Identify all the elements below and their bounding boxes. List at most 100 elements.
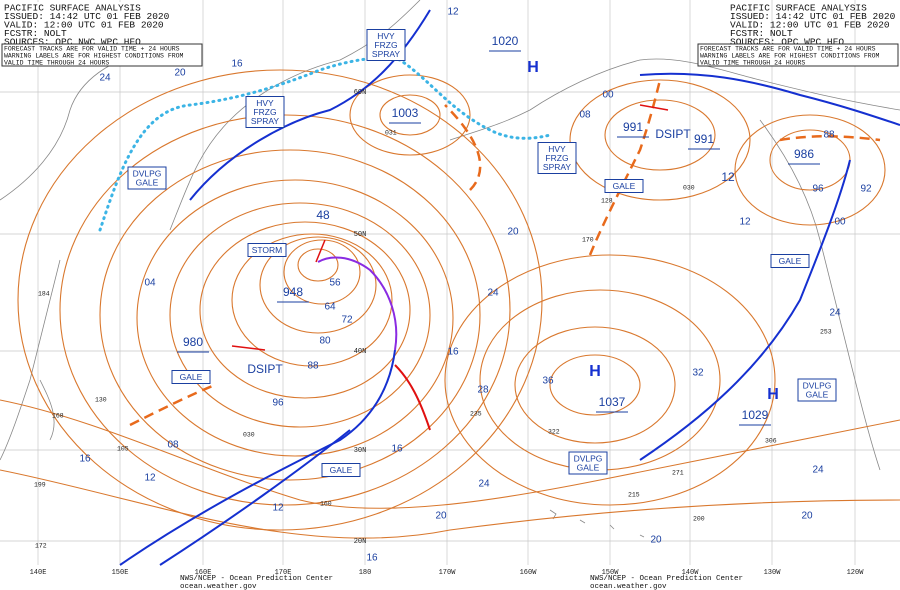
- longitude-box: [760, 566, 784, 576]
- station-value: 215: [628, 492, 640, 499]
- isobar-label: 24: [478, 479, 490, 490]
- warning-label: DVLPG: [133, 168, 162, 178]
- isobar-label: 36: [542, 376, 554, 387]
- warning-label: STORM: [252, 245, 283, 255]
- station-value: 306: [765, 438, 777, 445]
- isobar-label: 12: [739, 217, 751, 228]
- header-line: PACIFIC SURFACE ANALYSIS: [730, 3, 867, 14]
- station-value: 322: [548, 429, 560, 436]
- footer-line: ocean.weather.gov: [590, 583, 667, 590]
- warning-box: [366, 29, 406, 61]
- station-value: 235: [470, 411, 482, 418]
- sea-ice-edge: [98, 56, 552, 232]
- header-line: SOURCES: OPC WPC HFO: [730, 37, 844, 48]
- header-box: [2, 2, 167, 44]
- station-value: 030: [243, 432, 255, 439]
- warning-box: [537, 142, 577, 174]
- footer-line: NWS/NCEP - Ocean Prediction Center: [590, 575, 743, 583]
- isobar-label: 08: [167, 440, 179, 451]
- isobar-label: 64: [324, 302, 336, 313]
- station-value: 172: [35, 543, 47, 550]
- isobar-label: 24: [487, 288, 499, 299]
- station-value: 271: [672, 470, 684, 477]
- longitude-box: [26, 566, 50, 576]
- header-line: PACIFIC SURFACE ANALYSIS: [4, 3, 141, 14]
- isobar-label: 08: [579, 110, 591, 121]
- longitude-label: 150W: [602, 569, 620, 577]
- longitude-label: 120W: [847, 569, 865, 577]
- isobar-label: 00: [834, 217, 846, 228]
- pressure-center: 1003: [392, 106, 419, 120]
- pressure-center: 1037: [599, 395, 626, 409]
- warning-label: HVY: [377, 31, 395, 41]
- footer-line: NWS/NCEP - Ocean Prediction Center: [180, 575, 333, 583]
- isobar-label: 12: [272, 503, 284, 514]
- pressure-center: 1020: [492, 34, 519, 48]
- isobar-label: 88: [823, 130, 835, 141]
- warning-label: SPRAY: [543, 162, 572, 172]
- station-value: 130: [95, 397, 107, 404]
- isobar-label: 92: [860, 184, 872, 195]
- isobar-label: 80: [319, 336, 331, 347]
- isobar-label: 20: [507, 227, 519, 238]
- header-line: ISSUED: 14:42 UTC 01 FEB 2020: [4, 11, 170, 22]
- isobar-label: 32: [692, 368, 704, 379]
- isobar-label: 24: [99, 73, 111, 84]
- warning-label: GALE: [806, 389, 829, 399]
- warning-label: GALE: [577, 462, 600, 472]
- warning-label: DVLPG: [803, 380, 832, 390]
- pressure-center: 986: [794, 147, 814, 161]
- longitude-box: [516, 566, 540, 576]
- isobar-label: 20: [435, 511, 447, 522]
- station-value: 105: [117, 446, 129, 453]
- longitude-box: [843, 566, 867, 576]
- isobar-label: 16: [79, 454, 91, 465]
- header-line: SOURCES: OPC NWC WPC HFO: [4, 37, 141, 48]
- high-center: H: [589, 363, 601, 380]
- pressure-center: DSIPT: [247, 362, 283, 376]
- note-line: VALID TIME THROUGH 24 HOURS: [700, 60, 805, 67]
- header-line: ISSUED: 14:42 UTC 01 FEB 2020: [730, 11, 896, 22]
- warning-label: GALE: [180, 372, 203, 382]
- isobar-label: 20: [650, 535, 662, 546]
- pressure-center: 48: [316, 208, 330, 222]
- warning-box: [568, 451, 608, 475]
- latitude-label: 30N: [354, 447, 367, 455]
- longitude-label: 140W: [682, 569, 700, 577]
- high-center: H: [527, 59, 539, 76]
- longitude-label: 140E: [30, 569, 47, 577]
- warning-label: SPRAY: [372, 49, 401, 59]
- station-value: 200: [693, 516, 705, 523]
- pressure-center: 948: [283, 285, 303, 299]
- longitude-box: [435, 566, 459, 576]
- warning-label: GALE: [136, 177, 159, 187]
- warning-label: GALE: [330, 465, 353, 475]
- isobar-label: 28: [477, 385, 489, 396]
- station-value: 170: [582, 237, 594, 244]
- isobar-label: 12: [447, 7, 459, 18]
- header-line: FCSTR: NOLT: [730, 28, 793, 39]
- pressure-center: 991: [694, 132, 714, 146]
- latitude-label: 40N: [354, 348, 367, 356]
- isobar-label: 20: [174, 68, 186, 79]
- note-line: VALID TIME THROUGH 24 HOURS: [4, 60, 109, 67]
- pressure-center: 1029: [742, 408, 769, 422]
- longitude-label: 170W: [439, 569, 457, 577]
- isobar-label: 96: [812, 184, 824, 195]
- isobar-label: 16: [231, 59, 243, 70]
- station-value: 253: [820, 329, 832, 336]
- latitude-label: 60N: [354, 89, 367, 97]
- high-center: H: [767, 386, 779, 403]
- warning-label: DVLPG: [574, 453, 603, 463]
- warning-box: [321, 463, 361, 477]
- warning-box: [171, 370, 211, 384]
- isobar-label: 56: [329, 278, 341, 289]
- warning-box: [247, 243, 287, 257]
- note-box: [697, 43, 899, 67]
- pressure-center: DSIPT: [655, 127, 691, 141]
- isobar-label: 24: [829, 308, 841, 319]
- longitude-box: [678, 566, 702, 576]
